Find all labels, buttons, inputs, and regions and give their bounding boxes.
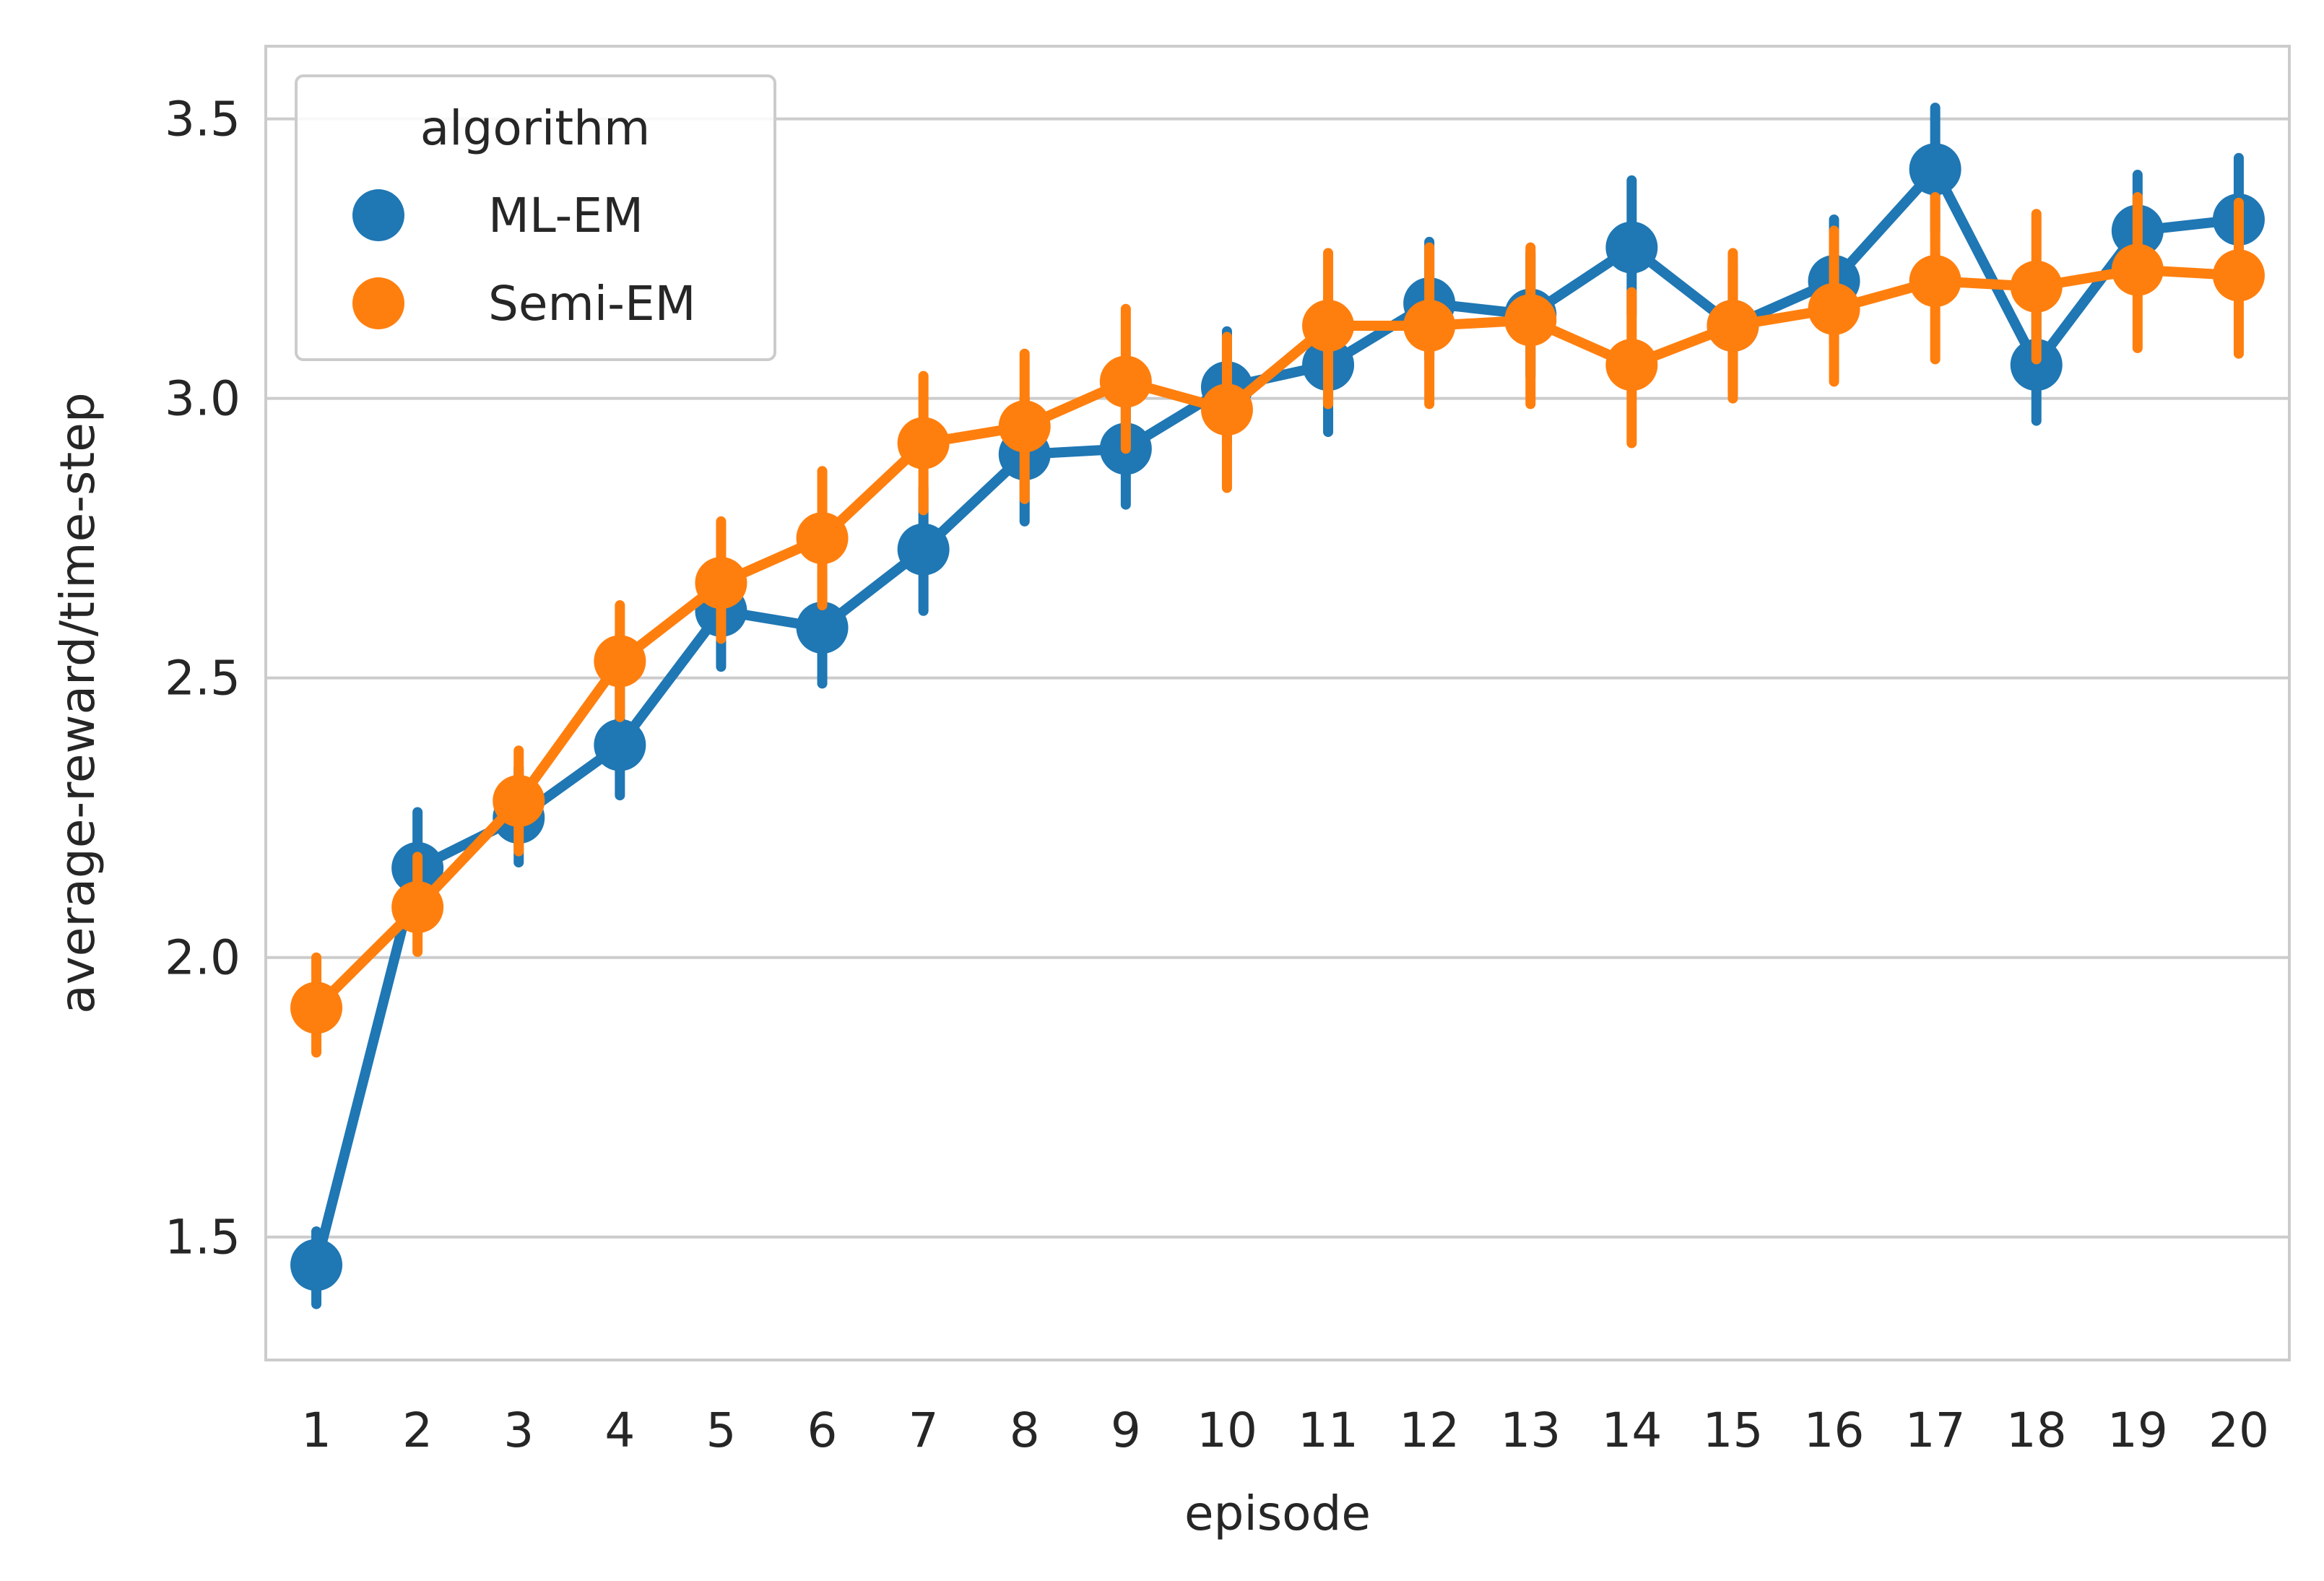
x-tick-label-18: 19 — [2107, 1403, 2168, 1458]
x-tick-label-10: 11 — [1298, 1403, 1358, 1458]
data-point-0-6 — [897, 523, 950, 576]
y-tick-label-4: 3.5 — [165, 92, 240, 147]
data-point-1-12 — [1504, 294, 1557, 347]
data-point-1-3 — [594, 635, 646, 688]
x-axis-title: episode — [1184, 1486, 1371, 1541]
x-tick-label-4: 5 — [706, 1403, 736, 1458]
x-tick-label-2: 3 — [503, 1403, 534, 1458]
data-point-0-16 — [1909, 143, 1961, 196]
x-tick-label-9: 10 — [1197, 1403, 1257, 1458]
data-point-1-4 — [695, 557, 747, 610]
x-tick-label-7: 8 — [1010, 1403, 1040, 1458]
x-tick-label-1: 2 — [402, 1403, 433, 1458]
legend-label-semi-em: Semi-EM — [488, 276, 696, 332]
data-point-1-18 — [2111, 243, 2164, 296]
legend-marker-semi-em — [352, 277, 404, 329]
data-point-0-0 — [290, 1239, 343, 1291]
data-point-0-13 — [1605, 221, 1658, 274]
data-point-1-9 — [1200, 384, 1253, 436]
x-tick-label-14: 15 — [1702, 1403, 1763, 1458]
y-tick-label-2: 2.5 — [165, 651, 240, 706]
data-point-1-11 — [1403, 300, 1456, 352]
legend-title: algorithm — [420, 100, 651, 156]
y-tick-labels: 1.5 2.0 2.5 3.0 3.5 — [165, 92, 240, 1265]
x-tick-labels: 1 2 3 4 5 6 7 8 9 10 11 12 13 14 15 16 17 18 19 20 — [301, 1403, 2269, 1458]
data-point-1-8 — [1099, 355, 1152, 408]
x-tick-label-3: 4 — [604, 1403, 635, 1458]
data-point-1-7 — [998, 400, 1051, 453]
x-tick-label-6: 7 — [909, 1403, 939, 1458]
y-tick-label-0: 1.5 — [165, 1210, 240, 1265]
data-point-1-10 — [1302, 300, 1355, 352]
x-tick-label-8: 9 — [1111, 1403, 1141, 1458]
series-1 — [290, 191, 2265, 1058]
x-tick-label-0: 1 — [301, 1403, 331, 1458]
data-point-1-5 — [796, 512, 849, 565]
legend-label-ml-em: ML-EM — [488, 188, 643, 243]
x-tick-label-15: 16 — [1804, 1403, 1865, 1458]
x-tick-label-13: 14 — [1601, 1403, 1662, 1458]
x-tick-label-12: 13 — [1500, 1403, 1561, 1458]
data-point-0-5 — [796, 602, 849, 654]
data-point-1-19 — [2212, 249, 2265, 302]
data-point-1-15 — [1808, 282, 1860, 335]
legend-marker-ml-em — [352, 189, 404, 241]
data-point-1-1 — [391, 881, 444, 934]
x-tick-label-17: 18 — [2006, 1403, 2067, 1458]
data-point-1-13 — [1605, 339, 1658, 391]
data-point-0-3 — [594, 719, 646, 771]
legend-box — [295, 74, 776, 361]
x-tick-label-5: 6 — [807, 1403, 838, 1458]
x-tick-label-19: 20 — [2208, 1403, 2269, 1458]
data-point-1-2 — [493, 774, 545, 827]
y-tick-label-1: 2.0 — [165, 930, 240, 986]
y-axis-title: average-reward/time-step — [50, 392, 105, 1014]
x-tick-label-11: 12 — [1399, 1403, 1460, 1458]
data-point-1-17 — [2010, 260, 2063, 313]
data-point-1-0 — [290, 982, 343, 1034]
x-tick-label-16: 17 — [1905, 1403, 1966, 1458]
legend: algorithm ML-EM Semi-EM — [295, 74, 776, 361]
data-point-0-17 — [2010, 339, 2063, 391]
series-layer — [290, 103, 2265, 1309]
data-point-1-14 — [1707, 300, 1759, 352]
y-tick-label-3: 3.0 — [165, 371, 240, 427]
data-point-1-6 — [897, 417, 950, 469]
data-point-1-16 — [1909, 255, 1961, 308]
